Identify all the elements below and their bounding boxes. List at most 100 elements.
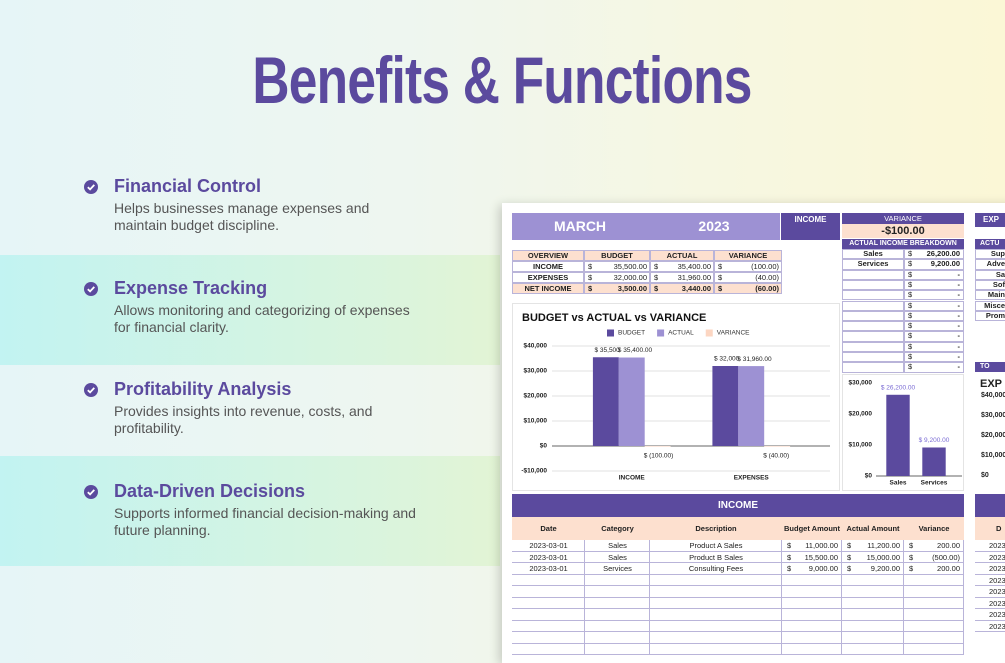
- cell-text: 11,200.00: [867, 541, 900, 550]
- cell-text: -: [957, 341, 961, 351]
- cell-text: -: [957, 352, 961, 361]
- bar: [764, 446, 791, 447]
- cell-text: $: [847, 541, 852, 550]
- cell-text: 2023-03-01: [529, 541, 568, 550]
- legend-label: VARIANCE: [717, 330, 750, 337]
- y-tick-label: $0: [540, 443, 548, 450]
- y-tick-label: $10,000: [849, 442, 873, 449]
- cell-text: -: [957, 331, 961, 341]
- breakdown-title-box: [842, 239, 964, 249]
- check-icon: [84, 180, 98, 194]
- chart-title: BUDGET vs ACTUAL vs VARIANCE: [522, 312, 706, 324]
- cell-text: INCOME: [718, 500, 758, 511]
- table-cell: [975, 269, 1005, 280]
- bar: [922, 447, 946, 476]
- cell-text: -: [957, 269, 961, 279]
- table-cell: [585, 540, 650, 552]
- table-cell: [650, 563, 782, 575]
- table-cell: [975, 609, 1005, 621]
- table-cell: [842, 331, 904, 342]
- table-cell: [842, 551, 904, 563]
- cell-text: $: [908, 310, 913, 320]
- cell-text: $: [908, 331, 913, 341]
- table-cell: [842, 574, 904, 586]
- cell-text: 200.00: [937, 564, 960, 573]
- cell-text: Actual Amount: [846, 524, 900, 533]
- table-cell: [904, 620, 964, 632]
- cell-text: -: [957, 279, 961, 289]
- side-box: [975, 494, 1005, 517]
- month-box: [512, 213, 780, 240]
- table-cell: [842, 290, 904, 301]
- cell-text: 2023: [989, 598, 1005, 608]
- income-title-box: [512, 494, 964, 517]
- table-cell: [842, 259, 904, 270]
- cell-text: $: [654, 262, 659, 271]
- cell-text: 3,500.00: [617, 284, 647, 293]
- legend-label: BUDGET: [618, 330, 645, 337]
- cell-text: 9,200.00: [930, 259, 960, 269]
- cell-text: Sales: [863, 249, 883, 258]
- table-cell: [512, 283, 584, 294]
- table-cell: [584, 250, 650, 261]
- cell-text: Product A Sales: [689, 541, 743, 550]
- cell-text: NET INCOME: [524, 284, 572, 293]
- table-cell: [904, 331, 964, 342]
- benefit-heading: Financial Control: [114, 176, 262, 196]
- table-cell: [904, 609, 964, 621]
- cell-text: $: [787, 552, 792, 562]
- bar: [712, 366, 739, 446]
- cell-text: 2023: [989, 575, 1005, 585]
- cell-text: $: [909, 552, 914, 562]
- table-cell: [842, 279, 904, 291]
- table-cell: [975, 259, 1005, 270]
- cell-text: Sa: [995, 269, 1005, 279]
- cell-text: $10,000: [981, 452, 1005, 459]
- bar: [592, 357, 619, 446]
- cell-text: INCOME: [533, 262, 563, 271]
- table-cell: [782, 551, 842, 563]
- benefit-text: Supports informed financial decision-mak…: [114, 505, 416, 538]
- table-cell: [975, 290, 1005, 301]
- table-cell: [782, 620, 842, 632]
- cell-text: 200.00: [937, 541, 960, 550]
- cell-text: Budget Amount: [784, 524, 840, 533]
- cell-text: Product B Sales: [689, 552, 743, 562]
- y-tick-label: $40,000: [524, 343, 548, 350]
- cell-text: Sales: [608, 552, 627, 562]
- y-tick-label: $30,000: [849, 380, 873, 387]
- table-cell: [904, 551, 964, 563]
- cell-text: $: [908, 352, 913, 361]
- check-icon: [84, 485, 98, 499]
- benefit-text: Provides insights into revenue, costs, a…: [114, 403, 373, 436]
- cell-text: Description: [695, 524, 737, 533]
- cell-text: $30,000: [981, 412, 1005, 419]
- legend-swatch: [657, 329, 665, 337]
- table-cell: [975, 575, 1005, 586]
- benefit-heading: Profitability Analysis: [114, 379, 292, 399]
- cell-text: Services: [857, 259, 889, 269]
- cell-text: Variance: [918, 524, 950, 533]
- side-box: [975, 239, 1005, 249]
- table-cell: [512, 551, 585, 563]
- cell-text: Adve: [986, 259, 1005, 269]
- table-cell: [904, 321, 964, 332]
- cell-text: $: [908, 269, 913, 279]
- bar: [738, 366, 765, 446]
- table-cell: [904, 290, 964, 301]
- data-label: $ (40.00): [763, 453, 789, 460]
- table-cell: [782, 586, 842, 598]
- table-cell: [512, 563, 585, 575]
- cell-text: (40.00): [755, 273, 779, 282]
- table-cell: [584, 261, 650, 272]
- table-cell: [904, 341, 964, 352]
- cell-text: Prom: [985, 310, 1005, 320]
- cell-text: 2023: [989, 610, 1005, 619]
- table-cell: [842, 352, 904, 363]
- data-label: $ 26,200.00: [881, 384, 916, 391]
- table-cell: [585, 620, 650, 632]
- table-cell: [975, 310, 1005, 322]
- cell-text: $: [787, 541, 792, 550]
- cell-text: $: [718, 262, 723, 271]
